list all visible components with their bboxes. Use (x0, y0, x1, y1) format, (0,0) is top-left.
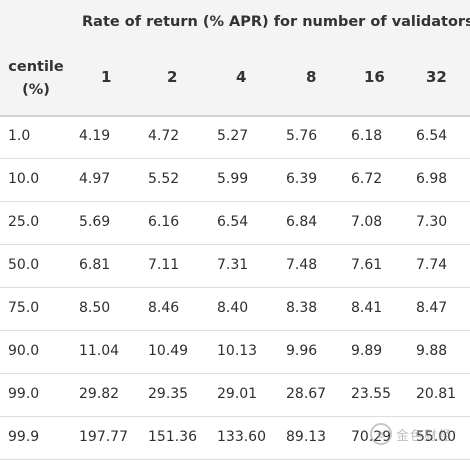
value-cell: 7.31 (217, 257, 249, 273)
value-cell: 6.16 (148, 214, 180, 230)
table-row: 99.9 197.77 151.36 133.60 89.13 70.29 55.00 (0, 416, 470, 460)
watermark-logo-icon: e (370, 423, 392, 445)
centile-cell: 90.0 (8, 343, 40, 359)
centile-cell: 1.0 (8, 128, 31, 144)
centile-cell: 99.0 (8, 386, 40, 402)
table-row: 1.0 4.19 4.72 5.27 5.76 6.18 6.54 (0, 115, 470, 159)
value-cell: 197.77 (79, 429, 128, 445)
value-cell: 7.08 (351, 214, 383, 230)
column-header-16: 16 (364, 68, 385, 86)
value-cell: 29.35 (148, 386, 189, 402)
value-cell: 6.81 (79, 257, 111, 273)
value-cell: 7.48 (286, 257, 318, 273)
table-header: Rate of return (% APR) for number of val… (0, 0, 470, 117)
column-header-32: 32 (426, 68, 447, 86)
value-cell: 8.40 (217, 300, 249, 316)
value-cell: 23.55 (351, 386, 392, 402)
value-cell: 5.69 (79, 214, 111, 230)
table-super-header: Rate of return (% APR) for number of val… (82, 14, 470, 30)
value-cell: 7.74 (416, 257, 448, 273)
value-cell: 133.60 (217, 429, 266, 445)
value-cell: 8.41 (351, 300, 383, 316)
watermark: e 金色财经 (370, 418, 470, 450)
centile-header-line1: centile (8, 59, 64, 75)
value-cell: 10.13 (217, 343, 258, 359)
value-cell: 6.18 (351, 128, 383, 144)
value-cell: 6.98 (416, 171, 448, 187)
value-cell: 11.04 (79, 343, 120, 359)
centile-cell: 10.0 (8, 171, 40, 187)
centile-cell: 50.0 (8, 257, 40, 273)
column-header-2: 2 (167, 68, 178, 86)
centile-cell: 75.0 (8, 300, 40, 316)
value-cell: 6.54 (416, 128, 448, 144)
value-cell: 10.49 (148, 343, 189, 359)
value-cell: 7.61 (351, 257, 383, 273)
value-cell: 5.76 (286, 128, 318, 144)
value-cell: 7.30 (416, 214, 448, 230)
value-cell: 55.00 (416, 429, 457, 445)
value-cell: 89.13 (286, 429, 327, 445)
value-cell: 9.89 (351, 343, 383, 359)
value-cell: 4.97 (79, 171, 111, 187)
value-cell: 9.88 (416, 343, 448, 359)
value-cell: 6.39 (286, 171, 318, 187)
column-header-1: 1 (101, 68, 112, 86)
table-row: 50.0 6.81 7.11 7.31 7.48 7.61 7.74 (0, 244, 470, 288)
value-cell: 29.01 (217, 386, 258, 402)
watermark-text: 金色财经 (396, 428, 453, 444)
centile-column-header: centile (%) (8, 56, 64, 102)
table-row: 90.0 11.04 10.49 10.13 9.96 9.89 9.88 (0, 330, 470, 374)
column-header-4: 4 (236, 68, 247, 86)
value-cell: 4.19 (79, 128, 111, 144)
centile-header-line2: (%) (22, 82, 50, 98)
value-cell: 7.11 (148, 257, 180, 273)
value-cell: 5.27 (217, 128, 249, 144)
value-cell: 20.81 (416, 386, 457, 402)
centile-cell: 99.9 (8, 429, 40, 445)
value-cell: 5.52 (148, 171, 180, 187)
value-cell: 8.46 (148, 300, 180, 316)
column-header-8: 8 (306, 68, 317, 86)
value-cell: 8.47 (416, 300, 448, 316)
value-cell: 6.84 (286, 214, 318, 230)
table-row: 75.0 8.50 8.46 8.40 8.38 8.41 8.47 (0, 287, 470, 331)
value-cell: 29.82 (79, 386, 120, 402)
value-cell: 151.36 (148, 429, 197, 445)
table-row: 25.0 5.69 6.16 6.54 6.84 7.08 7.30 (0, 201, 470, 245)
value-cell: 4.72 (148, 128, 180, 144)
value-cell: 8.50 (79, 300, 111, 316)
value-cell: 8.38 (286, 300, 318, 316)
value-cell: 5.99 (217, 171, 249, 187)
centile-cell: 25.0 (8, 214, 40, 230)
value-cell: 6.72 (351, 171, 383, 187)
table-row: 99.0 29.82 29.35 29.01 28.67 23.55 20.81 (0, 373, 470, 417)
value-cell: 6.54 (217, 214, 249, 230)
value-cell: 9.96 (286, 343, 318, 359)
table-row: 10.0 4.97 5.52 5.99 6.39 6.72 6.98 (0, 158, 470, 202)
value-cell: 28.67 (286, 386, 327, 402)
